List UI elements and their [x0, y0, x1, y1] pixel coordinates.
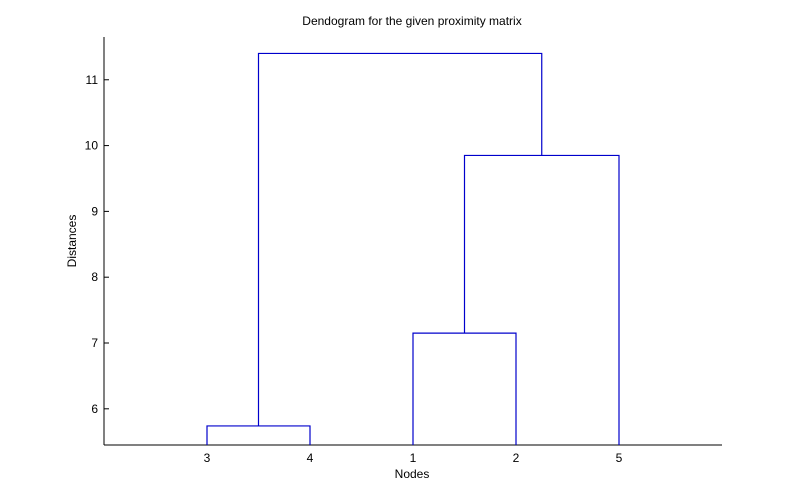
dendrogram-link — [463, 154, 620, 445]
y-ticks: 6 7 8 9 10 11 — [85, 73, 109, 416]
y-tick-label: 11 — [86, 73, 99, 87]
leaf-label: 3 — [204, 451, 211, 465]
y-tick-label: 10 — [85, 139, 99, 153]
y-tick-label: 8 — [91, 270, 98, 284]
dendrogram-link — [412, 332, 517, 445]
leaf-label: 2 — [513, 451, 520, 465]
chart-title: Dendogram for the given proximity matrix — [302, 14, 521, 28]
y-axis: 6 7 8 9 10 11 — [85, 37, 109, 445]
y-axis-label: Distances — [65, 215, 79, 268]
dendrogram-link — [257, 52, 543, 426]
dendrogram-link — [206, 425, 311, 445]
y-tick-label: 7 — [91, 336, 98, 350]
leaf-label: 4 — [307, 451, 314, 465]
y-tick-label: 6 — [91, 402, 98, 416]
y-tick-label: 9 — [91, 204, 98, 218]
leaf-label: 5 — [616, 451, 623, 465]
leaf-label: 1 — [410, 451, 417, 465]
x-axis-label: Nodes — [395, 467, 430, 481]
dendrogram-links — [206, 52, 620, 445]
